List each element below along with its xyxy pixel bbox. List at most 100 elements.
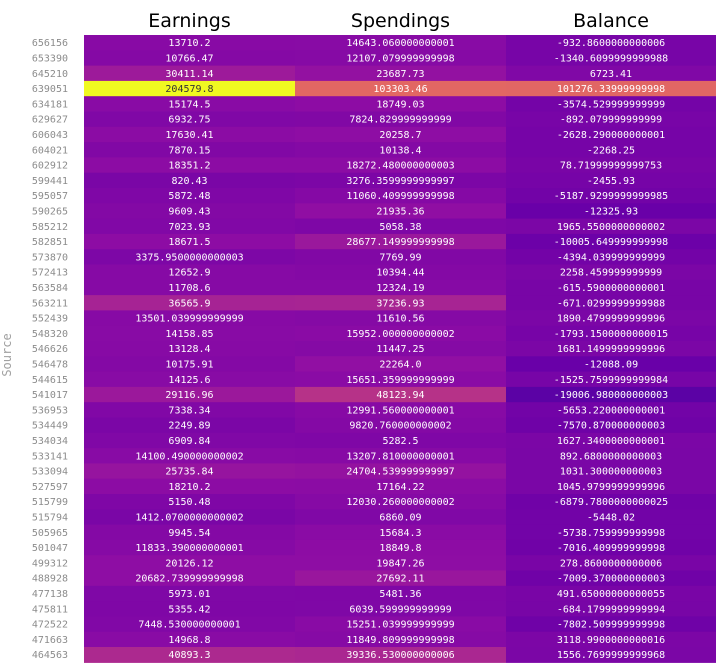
cell-value: 6909.84 — [168, 436, 210, 447]
cell-value: 15684.3 — [379, 528, 421, 539]
row-label: 645210 — [32, 69, 68, 80]
row-label: 582851 — [32, 237, 68, 248]
row-label: 477138 — [32, 589, 68, 600]
cell-value: 36565.9 — [168, 298, 210, 309]
cell-value: 14100.490000000002 — [135, 451, 243, 462]
cell-value: -615.5900000000001 — [557, 283, 665, 294]
row-label: 590265 — [32, 206, 68, 217]
cell-value: -5448.02 — [587, 512, 635, 523]
cell-value: 12107.079999999998 — [346, 53, 454, 64]
cell-value: 7448.530000000001 — [138, 620, 240, 631]
cell-value: -7016.409999999998 — [557, 543, 665, 554]
cell-value: 78.71999999999753 — [560, 161, 662, 172]
cell-value: -7009.370000000003 — [557, 574, 665, 585]
cell-value: -7802.509999999998 — [557, 620, 665, 631]
cell-value: 15651.359999999999 — [346, 375, 454, 386]
cell-value: 6932.75 — [168, 115, 210, 126]
row-label: 471663 — [32, 635, 68, 646]
cell-value: 5973.01 — [168, 589, 210, 600]
cell-value: 14643.060000000001 — [346, 38, 454, 49]
cell-value: 491.65000000000055 — [557, 589, 665, 600]
cell-value: 11833.390000000001 — [135, 543, 243, 554]
cell-value: 18849.8 — [379, 543, 421, 554]
cell-value: -1525.7599999999984 — [554, 375, 668, 386]
cell-value: 103303.46 — [373, 84, 427, 95]
cell-value: 6723.41 — [590, 69, 632, 80]
cell-value: 7769.99 — [379, 252, 421, 263]
row-label: 527597 — [32, 482, 68, 493]
cell-value: 48123.94 — [376, 390, 424, 401]
row-label: 595057 — [32, 191, 68, 202]
cell-value: 24704.539999999997 — [346, 467, 454, 478]
cell-value: 20126.12 — [165, 558, 213, 569]
cell-value: 13710.2 — [168, 38, 210, 49]
cell-value: -3574.529999999999 — [557, 99, 665, 110]
cell-value: 20682.739999999998 — [135, 574, 243, 585]
cell-value: 20258.7 — [379, 130, 421, 141]
row-label: 541017 — [32, 390, 68, 401]
cell-value: 18351.2 — [168, 161, 210, 172]
cell-value: 39336.530000000006 — [346, 650, 454, 661]
cell-value: 5282.5 — [382, 436, 418, 447]
row-label: 472522 — [32, 620, 68, 631]
cell-value: 2249.89 — [168, 421, 210, 432]
row-label: 505965 — [32, 528, 68, 539]
cell-value: 29116.96 — [165, 390, 213, 401]
cell-value: 13128.4 — [168, 344, 210, 355]
cell-value: 1681.1499999999996 — [557, 344, 665, 355]
cell-value: 101276.33999999998 — [557, 84, 665, 95]
row-label: 475811 — [32, 604, 68, 615]
cell-value: 22264.0 — [379, 359, 421, 370]
cell-value: 5355.42 — [168, 604, 210, 615]
row-label: 599441 — [32, 176, 68, 187]
cell-value: 28677.149999999998 — [346, 237, 454, 248]
cell-value: 15251.039999999999 — [346, 620, 454, 631]
row-label: 552439 — [32, 314, 68, 325]
row-label: 639051 — [32, 84, 68, 95]
cell-value: 1412.0700000000002 — [135, 512, 243, 523]
cell-value: 11060.409999999998 — [346, 191, 454, 202]
row-label: 533141 — [32, 451, 68, 462]
cell-value: 5058.38 — [379, 222, 421, 233]
cell-value: -5653.220000000001 — [557, 405, 665, 416]
cell-value: 1556.7699999999968 — [557, 650, 665, 661]
row-label: 563211 — [32, 298, 68, 309]
cell-value: -6879.7800000000025 — [554, 497, 668, 508]
cell-value: -7570.870000000003 — [557, 421, 665, 432]
cell-value: 3118.9900000000016 — [557, 635, 665, 646]
cell-value: 1627.3400000000001 — [557, 436, 665, 447]
cell-value: 21935.36 — [376, 206, 424, 217]
row-label: 629627 — [32, 115, 68, 126]
cell-value: 7870.15 — [168, 145, 210, 156]
column-title: Earnings — [148, 10, 230, 32]
cell-value: 10138.4 — [379, 145, 421, 156]
cell-value: 14158.85 — [165, 329, 213, 340]
row-label: 634181 — [32, 99, 68, 110]
cell-value: 18671.5 — [168, 237, 210, 248]
cell-value: -684.1799999999994 — [557, 604, 665, 615]
cell-value: 18210.2 — [168, 482, 210, 493]
row-label: 534034 — [32, 436, 68, 447]
row-label: 602912 — [32, 161, 68, 172]
cell-value: 40893.3 — [168, 650, 210, 661]
cell-value: 11849.809999999998 — [346, 635, 454, 646]
cell-value: -12325.93 — [584, 206, 638, 217]
cell-value: 2258.459999999999 — [560, 268, 662, 279]
cell-value: 10394.44 — [376, 268, 424, 279]
cell-value: 12991.560000000001 — [346, 405, 454, 416]
cell-value: 14125.6 — [168, 375, 210, 386]
cell-value: 12652.9 — [168, 268, 210, 279]
row-label: 546478 — [32, 359, 68, 370]
row-label: 546626 — [32, 344, 68, 355]
cell-value: 7338.34 — [168, 405, 210, 416]
cell-value: 17630.41 — [165, 130, 213, 141]
cell-value: 9945.54 — [168, 528, 210, 539]
row-label: 534449 — [32, 421, 68, 432]
cell-value: 30411.14 — [165, 69, 213, 80]
heatmap-cells: 13710.2 14643.060000000001 -932.8600000000… — [84, 35, 716, 663]
cell-value: -671.0299999999988 — [557, 298, 665, 309]
row-label: 606043 — [32, 130, 68, 141]
row-label: 653390 — [32, 53, 68, 64]
cell-value: 12030.260000000002 — [346, 497, 454, 508]
cell-value: 13207.810000000001 — [346, 451, 454, 462]
